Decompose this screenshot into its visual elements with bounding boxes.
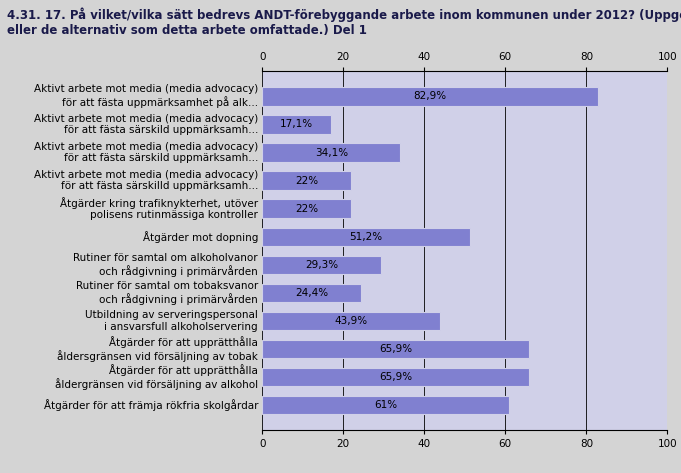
Bar (262, 368, 529, 386)
Text: 24,4%: 24,4% (295, 288, 328, 298)
Text: 51,2%: 51,2% (349, 232, 383, 242)
Text: 4.31. 17. På vilket/vilka sätt bedrevs ANDT-förebyggande arbete inom kommunen un: 4.31. 17. På vilket/vilka sätt bedrevs A… (7, 7, 681, 37)
Text: 65,9%: 65,9% (379, 344, 412, 354)
Text: 65,9%: 65,9% (379, 372, 412, 382)
Text: 34,1%: 34,1% (315, 148, 348, 158)
Bar (262, 143, 400, 162)
Bar (262, 200, 351, 218)
Text: 17,1%: 17,1% (281, 120, 313, 130)
Text: 43,9%: 43,9% (334, 316, 368, 326)
Bar (262, 88, 598, 105)
Text: 29,3%: 29,3% (305, 260, 338, 270)
Bar (262, 396, 509, 414)
Text: 22%: 22% (295, 175, 318, 185)
Text: 61%: 61% (374, 400, 397, 410)
Bar (262, 284, 361, 302)
Bar (262, 312, 440, 330)
Text: 22%: 22% (295, 203, 318, 214)
Bar (262, 171, 351, 190)
Bar (262, 340, 529, 358)
Text: 82,9%: 82,9% (413, 91, 447, 101)
Bar (262, 115, 332, 133)
Bar (262, 255, 381, 274)
Bar (262, 228, 470, 246)
